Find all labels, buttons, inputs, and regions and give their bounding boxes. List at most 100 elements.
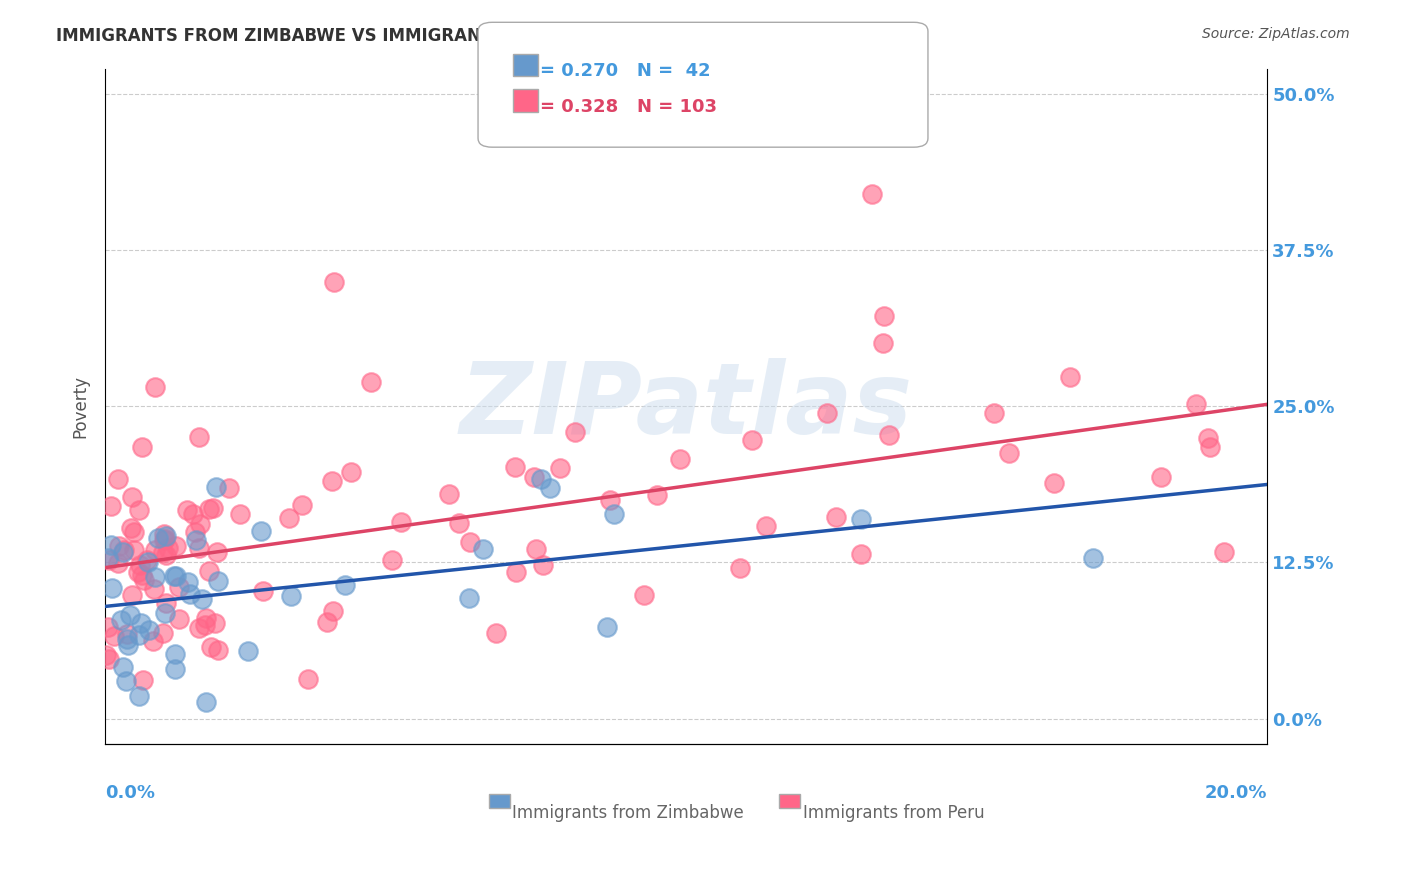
Immigrants from Zimbabwe	[118, 607, 141, 622]
Immigrants from Peru	[167, 612, 190, 626]
Immigrants from Peru	[599, 492, 621, 507]
Immigrants from Peru	[340, 465, 363, 479]
Immigrants from Peru	[526, 541, 548, 556]
Immigrants from Zimbabwe	[280, 589, 302, 603]
Text: 0.0%: 0.0%	[105, 784, 155, 802]
Immigrants from Zimbabwe	[191, 591, 214, 606]
Immigrants from Peru	[741, 433, 763, 447]
Immigrants from Zimbabwe	[471, 542, 494, 557]
Immigrants from Peru	[153, 533, 176, 547]
Immigrants from Zimbabwe	[155, 528, 177, 542]
Immigrants from Peru	[321, 475, 343, 489]
Immigrants from Zimbabwe	[97, 551, 120, 566]
Immigrants from Zimbabwe	[148, 531, 170, 545]
Immigrants from Peru	[252, 583, 274, 598]
Immigrants from Peru	[152, 526, 174, 541]
Immigrants from Zimbabwe	[136, 555, 159, 569]
Immigrants from Zimbabwe	[128, 690, 150, 704]
Immigrants from Peru	[755, 519, 778, 533]
Immigrants from Peru	[142, 582, 165, 597]
Immigrants from Peru	[815, 406, 838, 420]
Immigrants from Peru	[531, 558, 554, 573]
Immigrants from Peru	[860, 186, 883, 201]
Immigrants from Peru	[115, 627, 138, 641]
Immigrants from Peru	[1212, 545, 1234, 559]
Immigrants from Zimbabwe	[530, 472, 553, 486]
Immigrants from Zimbabwe	[186, 533, 208, 548]
Immigrants from Peru	[668, 452, 690, 467]
Immigrants from Peru	[877, 428, 900, 442]
Immigrants from Zimbabwe	[129, 615, 152, 630]
Immigrants from Peru	[277, 511, 299, 525]
Immigrants from Peru	[107, 556, 129, 570]
Immigrants from Peru	[142, 634, 165, 648]
Immigrants from Peru	[198, 501, 221, 516]
Immigrants from Peru	[983, 405, 1005, 419]
Bar	[779, 794, 800, 808]
Immigrants from Peru	[1059, 370, 1081, 384]
Immigrants from Zimbabwe	[596, 620, 619, 634]
Immigrants from Zimbabwe	[1081, 550, 1104, 565]
Immigrants from Zimbabwe	[603, 507, 626, 521]
Immigrants from Zimbabwe	[115, 674, 138, 689]
Immigrants from Zimbabwe	[194, 695, 217, 709]
Text: Source: ZipAtlas.com: Source: ZipAtlas.com	[1202, 27, 1350, 41]
Immigrants from Peru	[156, 541, 179, 556]
Immigrants from Peru	[202, 501, 225, 516]
Immigrants from Peru	[98, 652, 121, 666]
Immigrants from Peru	[849, 547, 872, 561]
Immigrants from Peru	[523, 470, 546, 484]
Immigrants from Peru	[112, 543, 135, 558]
Immigrants from Zimbabwe	[163, 647, 186, 661]
Immigrants from Peru	[128, 503, 150, 517]
Immigrants from Peru	[100, 499, 122, 513]
Immigrants from Zimbabwe	[163, 568, 186, 582]
Immigrants from Peru	[297, 672, 319, 686]
Immigrants from Peru	[449, 516, 471, 531]
Immigrants from Peru	[121, 588, 143, 602]
Immigrants from Peru	[165, 539, 187, 553]
Immigrants from Peru	[381, 552, 404, 566]
Immigrants from Peru	[167, 580, 190, 594]
Immigrants from Peru	[143, 379, 166, 393]
Immigrants from Peru	[143, 542, 166, 557]
Immigrants from Peru	[152, 545, 174, 559]
Immigrants from Zimbabwe	[457, 591, 479, 605]
Immigrants from Zimbabwe	[112, 660, 135, 674]
Immigrants from Peru	[218, 481, 240, 495]
Immigrants from Peru	[184, 524, 207, 539]
Immigrants from Peru	[132, 673, 155, 687]
Immigrants from Zimbabwe	[112, 545, 135, 559]
Immigrants from Peru	[1198, 441, 1220, 455]
Immigrants from Peru	[1185, 397, 1208, 411]
Immigrants from Peru	[322, 604, 344, 618]
Immigrants from Peru	[825, 509, 848, 524]
Immigrants from Zimbabwe	[110, 613, 132, 627]
Immigrants from Peru	[188, 516, 211, 531]
Immigrants from Peru	[103, 629, 125, 643]
Immigrants from Peru	[188, 429, 211, 443]
Immigrants from Peru	[460, 535, 482, 549]
Immigrants from Peru	[129, 558, 152, 573]
Text: R = 0.270   N =  42: R = 0.270 N = 42	[520, 62, 711, 80]
Immigrants from Zimbabwe	[165, 662, 187, 676]
Immigrants from Peru	[389, 515, 412, 529]
Immigrants from Zimbabwe	[335, 578, 357, 592]
Immigrants from Peru	[204, 615, 226, 630]
Immigrants from Peru	[291, 498, 314, 512]
Immigrants from Zimbabwe	[128, 628, 150, 642]
Immigrants from Peru	[315, 615, 337, 629]
Immigrants from Peru	[872, 335, 894, 350]
Immigrants from Peru	[505, 460, 527, 475]
Bar	[489, 794, 509, 808]
Immigrants from Peru	[124, 543, 146, 558]
Immigrants from Zimbabwe	[250, 524, 273, 538]
Y-axis label: Poverty: Poverty	[72, 375, 89, 438]
Immigrants from Peru	[437, 487, 460, 501]
Immigrants from Peru	[131, 567, 153, 582]
Immigrants from Zimbabwe	[236, 644, 259, 658]
Text: IMMIGRANTS FROM ZIMBABWE VS IMMIGRANTS FROM PERU POVERTY CORRELATION CHART: IMMIGRANTS FROM ZIMBABWE VS IMMIGRANTS F…	[56, 27, 917, 45]
Immigrants from Peru	[94, 648, 117, 662]
Text: Immigrants from Zimbabwe: Immigrants from Zimbabwe	[512, 805, 744, 822]
Immigrants from Zimbabwe	[538, 481, 561, 495]
